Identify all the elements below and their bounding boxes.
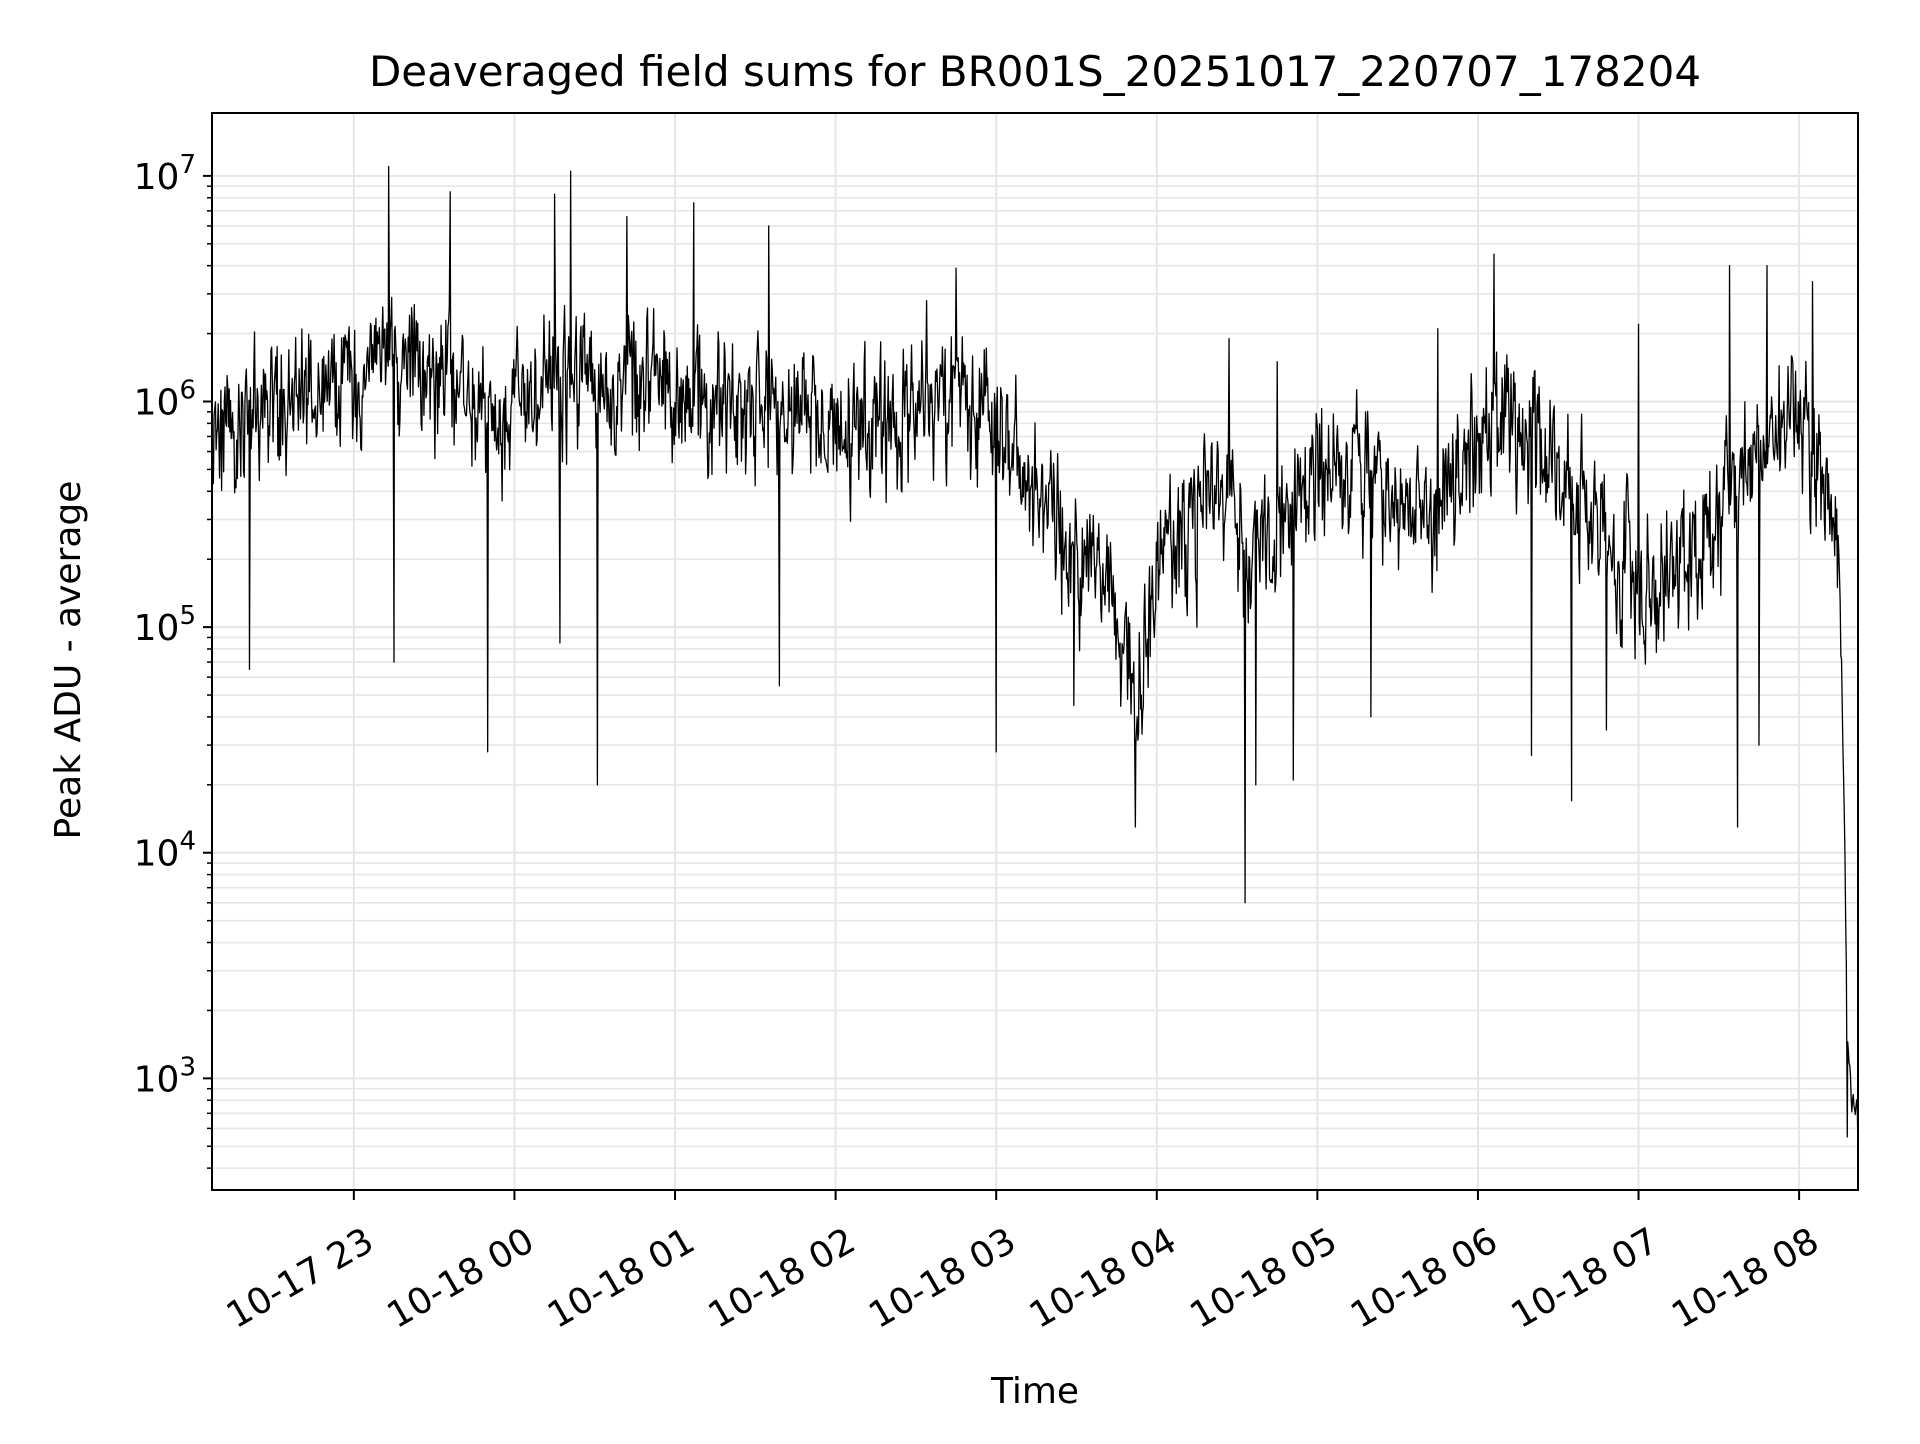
series-line [212,165,1858,1151]
y-axis-label: Peak ADU - average [48,481,89,840]
y-tick-label: 107 [134,150,196,198]
y-tick-label: 104 [134,827,196,875]
y-tick-label: 106 [134,376,196,424]
y-tick-label: 105 [134,601,196,649]
y-tick-label: 103 [134,1052,196,1100]
grid-lines [212,113,1858,1190]
chart-title: Deaveraged field sums for BR001S_2025101… [369,47,1701,96]
axes-frame [211,112,1859,1191]
series-layer [212,165,1858,1151]
x-axis-label: Time [990,1371,1079,1412]
